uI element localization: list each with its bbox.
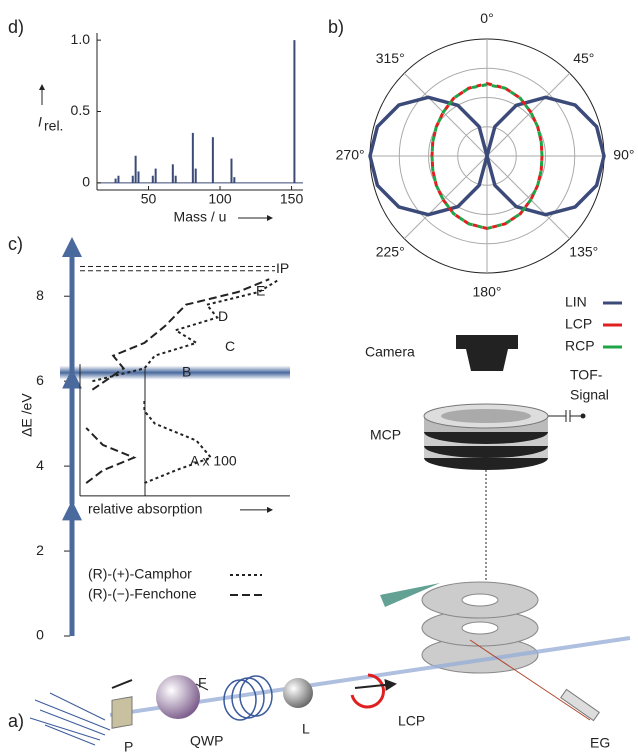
laser-pulse <box>29 692 111 746</box>
part-label: Camera <box>365 344 415 360</box>
lcp-arrow <box>350 673 385 709</box>
y-tick-label: 6 <box>36 372 44 388</box>
grid-spoke <box>403 155 488 240</box>
part-label: F <box>198 675 207 691</box>
angle-label: 315° <box>376 50 405 66</box>
camera-icon <box>456 335 518 371</box>
legend-label: LCP <box>565 316 592 332</box>
state-label: C <box>225 338 235 354</box>
part-label: MCP <box>370 427 401 443</box>
light-cone <box>380 583 440 607</box>
y-tick-label: 8 <box>36 287 44 303</box>
fiber <box>223 675 273 721</box>
x-tick-label: 100 <box>208 191 232 207</box>
legend-label: (R)-(+)-Camphor <box>88 566 192 582</box>
part-label: Signal <box>570 387 609 403</box>
y-tick-label: 2 <box>36 542 44 558</box>
lens <box>283 678 313 708</box>
state-label: D <box>218 308 228 324</box>
x-tick-label: 150 <box>280 191 304 207</box>
legend-label: LIN <box>565 294 587 310</box>
part-label: QWP <box>190 733 223 749</box>
legend-label: (R)-(−)-Fenchone <box>88 586 197 602</box>
absorption-line <box>92 278 281 485</box>
panel-b: b) 0° 45° 90° 135° 180° 225° 270° 315° LIN LCP RCP <box>328 10 634 354</box>
angle-label: 225° <box>376 243 405 259</box>
y-tick-label: 0 <box>36 627 44 643</box>
polar-line <box>368 95 606 217</box>
resonance-band <box>60 365 290 380</box>
angle-label: 135° <box>569 243 598 259</box>
grid-spoke <box>403 72 488 157</box>
angle-label: 180° <box>473 284 502 300</box>
grid-spoke <box>486 155 571 240</box>
state-label: A x 100 <box>190 453 237 469</box>
panel-label: c) <box>8 234 23 254</box>
y-tick-label: 0.5 <box>71 102 91 118</box>
polarizer <box>111 696 133 729</box>
angle-label: 0° <box>480 10 493 26</box>
grid-spoke <box>486 72 571 157</box>
panel-label: b) <box>328 17 344 37</box>
legend-label: RCP <box>565 338 595 354</box>
x-axis-label: Mass / u <box>174 209 227 225</box>
inset-x-label: relative absorption <box>88 501 202 517</box>
part-label: P <box>124 739 133 754</box>
y-axis-label: I <box>38 114 42 130</box>
state-label: B <box>182 363 191 379</box>
electron-beam <box>469 639 591 721</box>
y-tick-label: 4 <box>36 457 44 473</box>
absorption-line <box>85 278 270 484</box>
angle-label: 270° <box>336 147 365 163</box>
angle-label: 90° <box>613 147 634 163</box>
y-axis-label-sub: rel. <box>44 118 63 134</box>
panel-label: a) <box>8 711 24 731</box>
polar-line <box>430 83 544 231</box>
part-label: LCP <box>398 713 425 729</box>
angle-label: 45° <box>573 50 594 66</box>
panel-a: a) P QWP F L EG Camera MCP LCP TOF- Signal <box>8 335 631 754</box>
y-axis-label: ΔE /eV <box>19 393 35 437</box>
electrode-plates <box>421 581 539 674</box>
part-label: L <box>302 721 310 737</box>
panel-label: d) <box>8 17 24 37</box>
x-tick-label: 50 <box>141 191 157 207</box>
part-label: TOF- <box>570 367 603 383</box>
ip-label: IP <box>276 260 289 276</box>
qwp <box>156 675 200 719</box>
mcp-stack <box>423 403 549 470</box>
electron-gun <box>560 688 600 722</box>
y-tick-label: 0 <box>82 174 90 190</box>
panel-d: d) 0 0.5 1.0 50 100 150 Mass / u I rel. <box>8 17 303 225</box>
part-label: EG <box>590 735 610 751</box>
y-tick-label: 1.0 <box>71 31 91 47</box>
